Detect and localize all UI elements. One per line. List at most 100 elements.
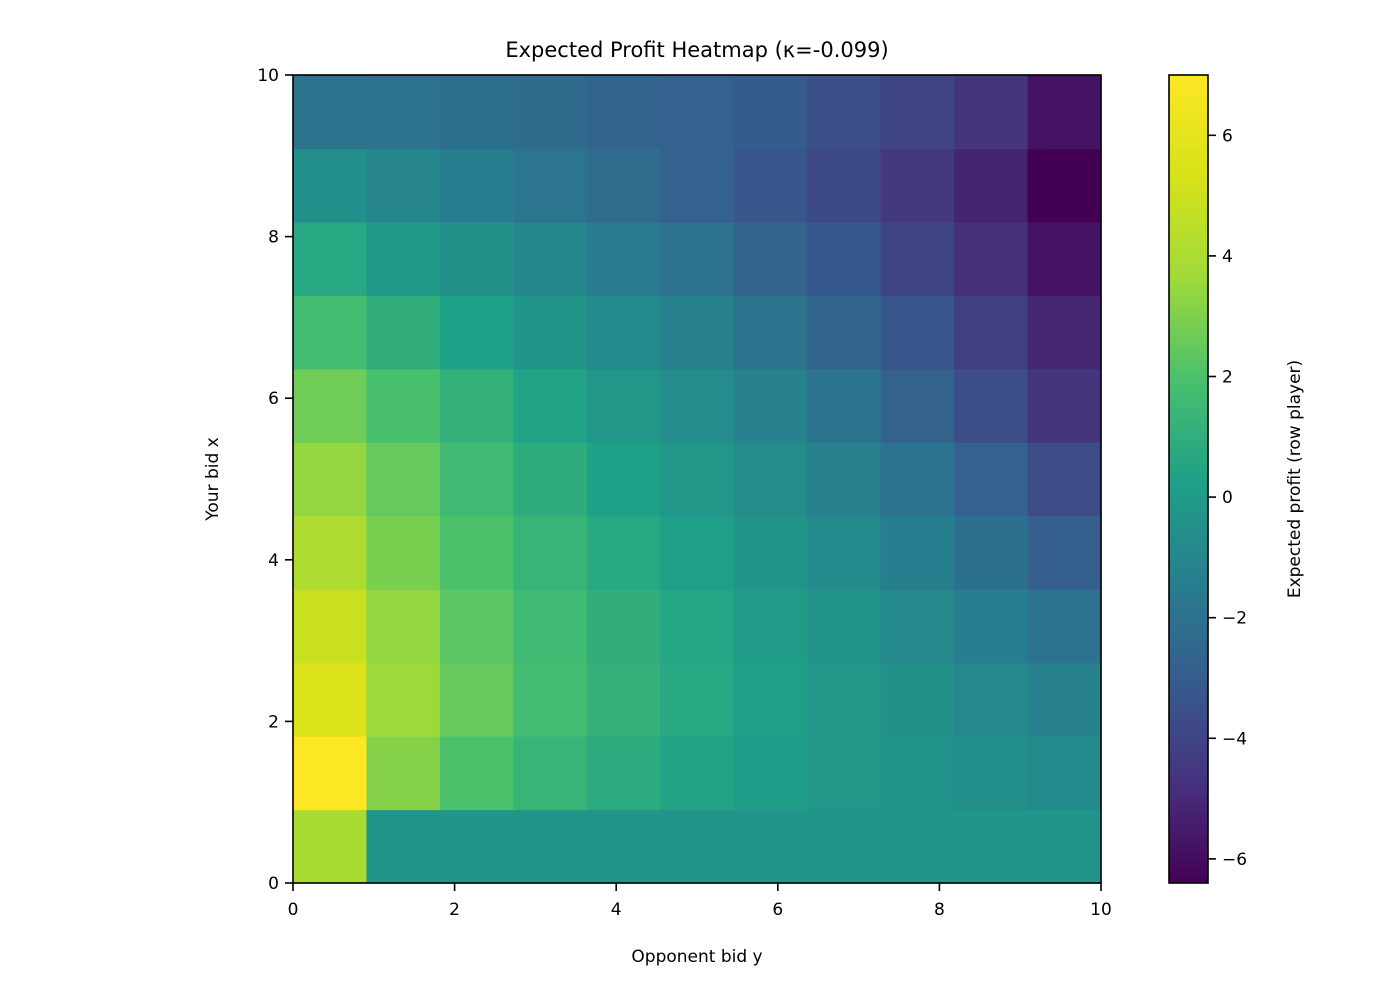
heatmap-cell [954, 736, 1029, 811]
heatmap-cell [733, 221, 808, 296]
heatmap-cell [513, 75, 588, 150]
heatmap-cell [733, 368, 808, 443]
heatmap-cell [1027, 75, 1102, 150]
heatmap-cell [513, 662, 588, 737]
heatmap-cell [1027, 589, 1102, 664]
heatmap-cell [1027, 442, 1102, 517]
x-tick-label: 2 [449, 900, 460, 920]
heatmap-cell [586, 736, 661, 811]
heatmap-cell [293, 295, 368, 370]
heatmap-cell [366, 148, 441, 223]
heatmap-cell [513, 295, 588, 370]
heatmap-cell [439, 662, 514, 737]
y-axis-label: Your bid x [203, 437, 223, 521]
heatmap-cell [660, 589, 735, 664]
heatmap-cell [293, 662, 368, 737]
colorbar-ticks: −6 −4 −2 0 2 4 6 [1208, 126, 1247, 870]
heatmap-cell [660, 221, 735, 296]
colorbar-tick-label: −6 [1222, 850, 1247, 870]
heatmap-cell [439, 221, 514, 296]
heatmap-cell [954, 809, 1029, 884]
x-tick-label: 10 [1090, 900, 1112, 920]
heatmap-cell [880, 75, 955, 150]
heatmap-cell [513, 736, 588, 811]
heatmap-cell [439, 148, 514, 223]
heatmap-cell [807, 221, 882, 296]
heatmap-cell [366, 589, 441, 664]
heatmap-cell [366, 75, 441, 150]
colorbar-tick-label: −4 [1222, 729, 1247, 749]
heatmap-cell [880, 515, 955, 590]
heatmap-cell [586, 589, 661, 664]
colorbar-tick-label: 2 [1222, 367, 1233, 387]
heatmap-cell [807, 442, 882, 517]
y-axis-ticks: 0 2 4 6 8 10 [257, 66, 293, 894]
heatmap-cell [439, 515, 514, 590]
heatmap-cell [733, 515, 808, 590]
heatmap-cell [880, 221, 955, 296]
x-tick-label: 8 [934, 900, 945, 920]
heatmap-cell [1027, 662, 1102, 737]
heatmap-cell [586, 442, 661, 517]
heatmap-cell [366, 442, 441, 517]
x-tick-label: 0 [288, 900, 299, 920]
heatmap-cell [293, 368, 368, 443]
heatmap-cell [880, 662, 955, 737]
heatmap-cell [293, 736, 368, 811]
heatmap-cell [586, 295, 661, 370]
heatmap-cell [513, 809, 588, 884]
heatmap-cell [586, 515, 661, 590]
heatmap-cell [660, 368, 735, 443]
y-tick-label: 2 [268, 712, 279, 732]
heatmap-cell [586, 221, 661, 296]
heatmap-cell [586, 75, 661, 150]
heatmap-cell [807, 809, 882, 884]
colorbar-tick-label: 6 [1222, 126, 1233, 146]
heatmap-cell [954, 75, 1029, 150]
heatmap-cell [439, 809, 514, 884]
heatmap-cell [366, 368, 441, 443]
heatmap-cell [439, 368, 514, 443]
plot-frame [292, 74, 1102, 884]
heatmap-cell [660, 736, 735, 811]
heatmap-cell [1027, 295, 1102, 370]
y-tick-label: 8 [268, 228, 279, 248]
heatmap-cell [880, 809, 955, 884]
heatmap-cell [807, 515, 882, 590]
heatmap-cell [439, 75, 514, 150]
y-tick-label: 6 [268, 389, 279, 409]
heatmap-cell [954, 662, 1029, 737]
heatmap-cell [733, 295, 808, 370]
y-tick-label: 10 [257, 66, 279, 86]
heatmap-cell [733, 662, 808, 737]
heatmap-cell [807, 295, 882, 370]
heatmap-cell [733, 589, 808, 664]
x-tick-label: 4 [611, 900, 622, 920]
y-tick-label: 0 [268, 874, 279, 894]
heatmap-cell [513, 589, 588, 664]
heatmap-cell [366, 736, 441, 811]
colorbar-label: Expected profit (row player) [1285, 360, 1305, 598]
heatmap-cells [293, 75, 1102, 884]
y-tick-label: 4 [268, 551, 279, 571]
heatmap-cell [733, 736, 808, 811]
heatmap-cell [807, 368, 882, 443]
heatmap-cell [586, 662, 661, 737]
heatmap-cell [660, 442, 735, 517]
heatmap-cell [660, 75, 735, 150]
heatmap-cell [293, 515, 368, 590]
heatmap-cell [1027, 221, 1102, 296]
heatmap-cell [733, 75, 808, 150]
colorbar [1168, 74, 1209, 884]
heatmap-cell [439, 295, 514, 370]
heatmap-cell [513, 442, 588, 517]
heatmap-cell [586, 809, 661, 884]
heatmap-cell [586, 148, 661, 223]
heatmap-cell [733, 809, 808, 884]
heatmap-cell [366, 809, 441, 884]
heatmap-cell [439, 442, 514, 517]
heatmap-cell [660, 809, 735, 884]
heatmap-cell [1027, 148, 1102, 223]
heatmap-cell [293, 589, 368, 664]
heatmap-cell [954, 515, 1029, 590]
